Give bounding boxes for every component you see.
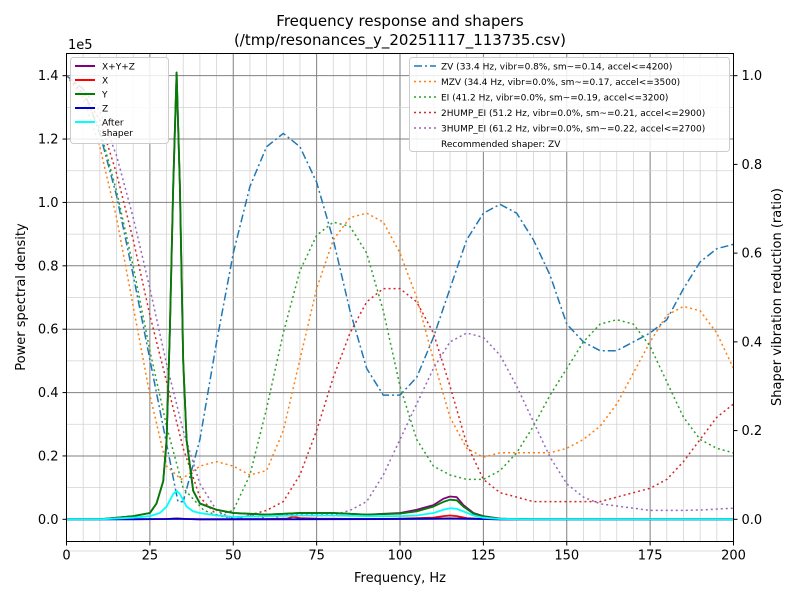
x-tick-label: 50 — [225, 549, 242, 564]
x-tick-label: 100 — [388, 549, 413, 564]
legend-label-zv: ZV (33.4 Hz, vibr=0.8%, sm~=0.14, accel<… — [441, 63, 672, 73]
y2-tick-label: 0.4 — [742, 335, 763, 350]
x-tick-label: 150 — [554, 549, 579, 564]
shaper-line-ei — [65, 75, 734, 516]
legend-label-x-y-z: X+Y+Z — [102, 63, 135, 73]
legend-label-ei: EI (41.2 Hz, vibr=0.0%, sm~=0.19, accel<… — [441, 94, 668, 104]
x-tick-label: 25 — [142, 549, 159, 564]
x-axis-label: Frequency, Hz — [354, 571, 446, 586]
y2-tick-label: 0.2 — [742, 424, 763, 439]
legend-label-after-line2: shaper — [102, 129, 133, 139]
legend-label-x: X — [102, 77, 108, 87]
legend-label-mzv: MZV (34.4 Hz, vibr=0.0%, sm~=0.17, accel… — [441, 78, 680, 88]
y2-tick-label: 1.0 — [742, 69, 763, 84]
legend-shapers: ZV (33.4 Hz, vibr=0.8%, sm~=0.14, accel<… — [409, 57, 730, 152]
psd-line-z — [66, 517, 734, 521]
y-tick-label: 1.4 — [38, 69, 59, 84]
shaper-line-2hump-ei — [65, 75, 734, 521]
x-tick-label: 75 — [308, 549, 325, 564]
y-tick-label: 0.6 — [38, 323, 59, 338]
legend-label-z: Z — [102, 105, 108, 115]
x-tick-label: 125 — [471, 549, 496, 564]
y-tick-label: 1.2 — [38, 133, 59, 148]
legend-label-after: After — [102, 119, 124, 129]
y-axis-label: Power spectral density — [14, 223, 29, 371]
psd-line-after-shaper — [66, 489, 734, 521]
y-tick-label: 0.0 — [38, 513, 59, 528]
axis-ticks: 0 25 50 75 100 125 150 175 200 0.0 0.2 0.4 0.6 0.8 1.0… — [38, 69, 762, 563]
x-tick-label: 175 — [638, 549, 663, 564]
psd-line-y — [66, 71, 734, 521]
chart-title: Frequency response and shapers — [276, 12, 524, 30]
x-tick-label: 0 — [62, 549, 70, 564]
chart-subtitle: (/tmp/resonances_y_20251117_113735.csv) — [234, 31, 566, 50]
legend-right-box — [409, 57, 730, 152]
y2-axis-label: Shaper vibration reduction (ratio) — [770, 188, 785, 406]
legend-label-3hump-ei: 3HUMP_EI (61.2 Hz, vibr=0.0%, sm~=0.22, … — [441, 125, 705, 135]
y-scale-label: 1e5 — [68, 38, 93, 53]
y-tick-label: 0.4 — [38, 386, 59, 401]
legend-label-2hump-ei: 2HUMP_EI (51.2 Hz, vibr=0.0%, sm~=0.21, … — [441, 109, 705, 119]
y-tick-label: 1.0 — [38, 196, 59, 211]
shaper-line-3hump-ei — [66, 75, 734, 521]
x-tick-label: 200 — [721, 549, 746, 564]
legend-label-y: Y — [101, 91, 108, 101]
y2-tick-label: 0.0 — [742, 513, 763, 528]
y-tick-label: 0.2 — [38, 449, 59, 464]
y2-tick-label: 0.8 — [742, 158, 763, 173]
plot-series — [65, 71, 735, 521]
recommended-shaper-text: Recommended shaper: ZV — [441, 140, 561, 150]
y2-tick-label: 0.6 — [742, 247, 763, 262]
y-tick-label: 0.8 — [38, 259, 59, 274]
